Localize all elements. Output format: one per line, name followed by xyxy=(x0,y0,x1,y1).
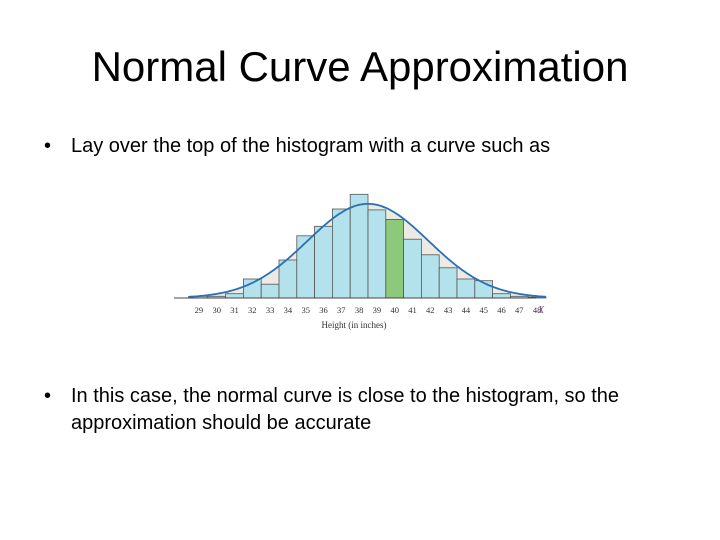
histogram-bar xyxy=(296,235,316,299)
histogram-bar xyxy=(314,225,333,299)
x-tick-label: 48 xyxy=(533,305,542,315)
histogram-bar xyxy=(243,278,262,299)
bullet-text: Lay over the top of the histogram with a… xyxy=(71,135,551,157)
histogram-chart: 29 30 31 32 33 34 35 36 37 38 39 40 41 42 43 44 45 46 47 48… xyxy=(174,193,547,330)
histogram-bar xyxy=(367,209,387,299)
histogram-bar xyxy=(456,278,476,299)
x-tick-label: 39 xyxy=(373,305,382,315)
histogram-bar xyxy=(349,193,369,299)
x-tick-label: 45 xyxy=(479,305,488,315)
bullet-text: In this case, the normal curve is close … xyxy=(71,385,620,434)
x-tick-label: 32 xyxy=(248,305,256,315)
x-tick-label: 38 xyxy=(355,305,364,315)
bullet-symbol: • xyxy=(44,135,52,157)
x-axis-label: Height (in inches) xyxy=(322,320,387,330)
histogram-bar xyxy=(385,219,405,299)
x-tick-label: 31 xyxy=(230,305,239,315)
x-tick-label: 44 xyxy=(462,305,471,315)
x-axis-symbol: X xyxy=(537,305,545,316)
x-tick-label: 33 xyxy=(266,305,275,315)
histogram-bar xyxy=(260,283,280,299)
x-tick-label: 29 xyxy=(195,305,204,315)
bullet-symbol: • xyxy=(44,385,52,407)
x-tick-label: 42 xyxy=(426,305,435,315)
normal-curve xyxy=(188,202,547,298)
x-tick-label: 35 xyxy=(301,305,310,315)
histogram-bar xyxy=(420,254,440,299)
x-tick-label: 41 xyxy=(408,305,417,315)
histogram-bar xyxy=(492,293,511,299)
slide-title: Normal Curve Approximation xyxy=(91,43,629,90)
histogram-bar xyxy=(438,267,458,299)
x-tick-label: 40 xyxy=(390,305,399,315)
x-tick-label: 46 xyxy=(497,305,506,315)
histogram-bar xyxy=(403,238,422,299)
x-tick-label: 47 xyxy=(515,305,524,315)
x-tick-label: 30 xyxy=(212,305,221,315)
x-tick-label: 36 xyxy=(319,305,328,315)
x-tick-label: 34 xyxy=(284,305,293,315)
histogram-bar xyxy=(225,293,244,299)
histogram-bar xyxy=(331,208,351,299)
histogram-figure: 29 30 31 32 33 34 35 36 37 38 39 40 41 42 43 44 45 46 47 48… xyxy=(170,182,550,334)
x-tick-label: 43 xyxy=(444,305,453,315)
x-tick-label: 37 xyxy=(337,305,346,315)
histogram-bar xyxy=(278,259,298,299)
